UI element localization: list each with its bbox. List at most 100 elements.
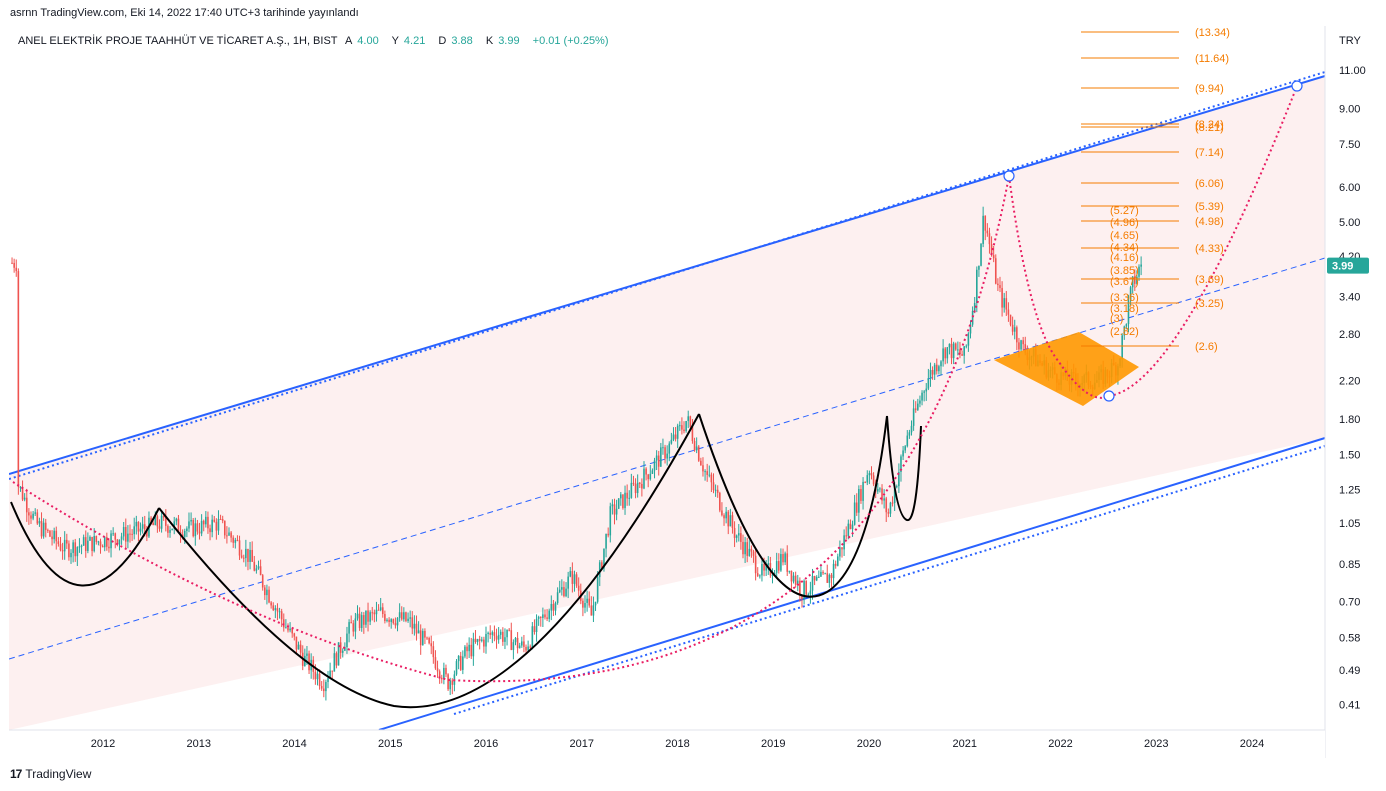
candle-body: [807, 594, 810, 596]
candle-body: [261, 575, 264, 588]
candle-body: [1013, 327, 1016, 332]
candle-body: [883, 498, 885, 501]
candle-body: [175, 518, 178, 522]
candle-body: [19, 486, 22, 488]
candle-body: [400, 612, 403, 620]
candle-body: [959, 349, 961, 355]
candle-body: [468, 644, 470, 652]
fib-level-label: (3.69): [1195, 274, 1224, 286]
candle-body: [942, 348, 944, 362]
candle-body: [369, 612, 371, 622]
candle-body: [952, 343, 955, 359]
candle-body: [346, 633, 348, 648]
candle-body: [373, 612, 376, 615]
candle-body: [143, 524, 146, 530]
candle-body: [946, 347, 949, 359]
candle-body: [440, 677, 443, 680]
anchor-point: [1291, 80, 1303, 92]
candle-body: [390, 619, 393, 622]
candle-body: [169, 529, 171, 533]
candle-body: [1007, 309, 1010, 315]
candle-body: [992, 255, 995, 259]
candle-body: [678, 425, 681, 427]
candle-body: [668, 443, 671, 454]
candle-body: [101, 545, 104, 548]
candle-body: [242, 557, 245, 559]
price-axis-tick: 3.40: [1339, 292, 1360, 304]
candle-body: [116, 539, 119, 545]
candle-body: [546, 617, 548, 619]
candle-body: [898, 471, 900, 487]
candle-body: [173, 521, 176, 529]
time-axis-tick: 2015: [378, 738, 402, 750]
candle-body: [830, 574, 833, 579]
candle-body: [249, 549, 251, 562]
candle-body: [285, 627, 287, 629]
candle-body: [660, 447, 662, 467]
candle-body: [544, 614, 546, 618]
candle-body: [171, 528, 173, 530]
candle-body: [89, 536, 91, 541]
time-axis-tick: 2019: [761, 738, 785, 750]
candle-body: [708, 474, 711, 476]
candle-body: [592, 605, 595, 616]
candle-body: [63, 539, 66, 552]
candle-body: [521, 641, 523, 646]
fib-level-label: (4.33): [1195, 243, 1224, 255]
candle-body: [348, 622, 350, 634]
candle-body: [895, 486, 898, 488]
candle-body: [97, 541, 100, 543]
candle-body: [735, 535, 738, 538]
candle-body: [449, 680, 451, 690]
candle-body: [32, 513, 34, 519]
candle-body: [925, 388, 928, 392]
candle-body: [318, 673, 321, 686]
candle-body: [870, 473, 873, 476]
candle-body: [232, 537, 235, 543]
candle-body: [30, 515, 32, 519]
candle-body: [771, 574, 774, 576]
candle-body: [177, 518, 180, 533]
candle-body: [49, 530, 51, 537]
price-chart[interactable]: (13.34) (11.64) (9.94) (8.24)(8.21) (7.14) (6…: [8, 26, 1386, 758]
candle-body: [213, 519, 216, 522]
candle-body: [700, 460, 702, 466]
candle-body: [445, 667, 447, 675]
candle-body: [470, 644, 473, 657]
candle-body: [1024, 344, 1027, 353]
candle-body: [752, 551, 755, 556]
candle-body: [971, 310, 974, 325]
tradingview-footer[interactable]: 17 TradingView: [10, 766, 91, 782]
candle-body: [820, 571, 822, 577]
candle-body: [556, 592, 559, 603]
candle-body: [950, 343, 953, 359]
candle-body: [72, 542, 74, 553]
candle-body: [754, 555, 757, 574]
dotted-curve-long: [12, 175, 1010, 683]
candle-body: [512, 642, 515, 650]
candle-body: [253, 561, 256, 571]
candle-body: [921, 392, 923, 401]
chart-area[interactable]: (13.34) (11.64) (9.94) (8.24) (8.21) (7.14) (6…: [8, 26, 1386, 758]
candle-body: [106, 537, 108, 547]
candle-body: [1009, 314, 1012, 325]
candle-body: [354, 618, 357, 632]
candle-body: [154, 516, 157, 526]
candle-body: [843, 535, 845, 550]
candle-body: [582, 600, 584, 608]
candle-body: [725, 511, 727, 519]
fib-level-label: (8.24): [1195, 119, 1224, 131]
cup-curve-4: [886, 415, 922, 522]
candle-body: [95, 536, 98, 542]
candle-body: [487, 632, 489, 634]
candle-body: [1011, 324, 1014, 332]
candle-body: [681, 425, 683, 430]
fib-level-label: (3.25): [1195, 298, 1224, 310]
candle-body: [775, 561, 778, 573]
candle-body: [146, 529, 148, 537]
time-axis-tick: 2018: [665, 738, 689, 750]
candle-body: [25, 497, 28, 513]
fib-level-label: (5.39): [1195, 201, 1224, 213]
candle-body: [13, 262, 15, 268]
candle-body: [845, 535, 848, 537]
